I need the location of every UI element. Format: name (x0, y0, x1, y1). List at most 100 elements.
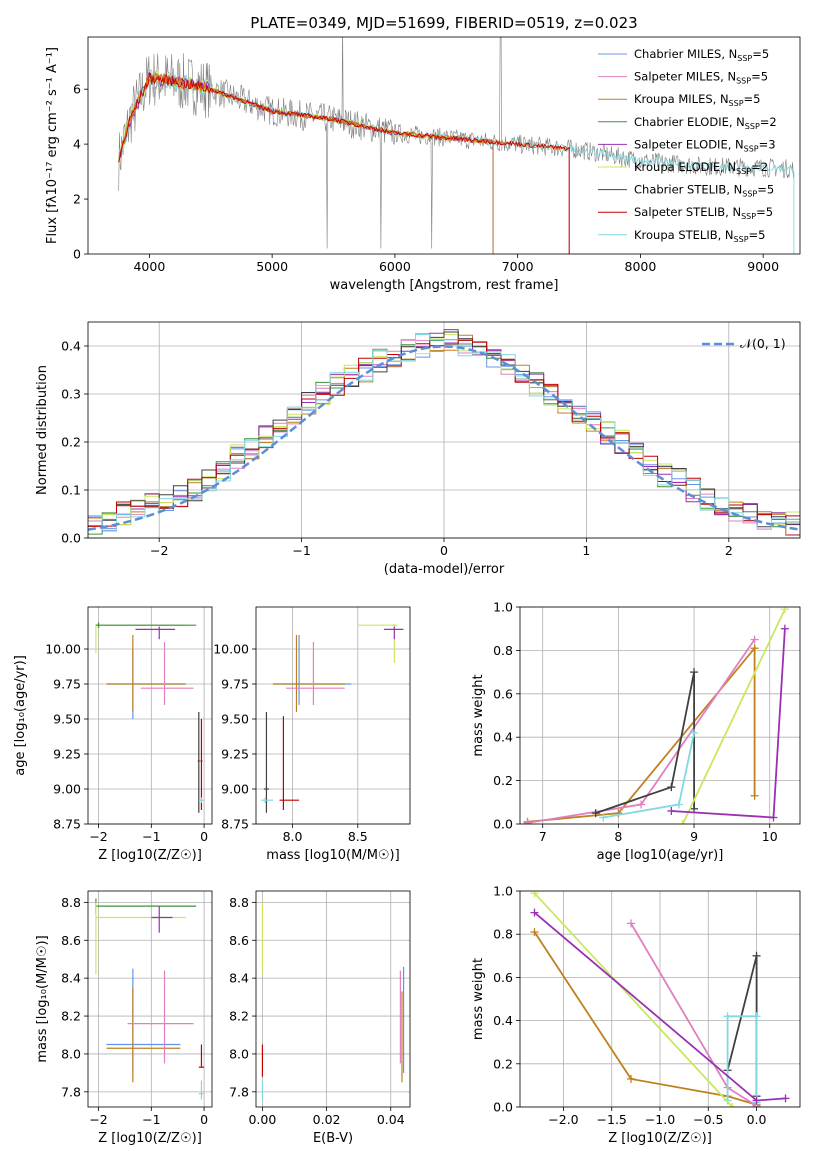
x-axis-label: wavelength [Angstrom, rest frame] (330, 278, 559, 293)
x-tick-label: −1.0 (645, 1112, 675, 1127)
model-spectrum-line (118, 70, 494, 254)
spectrum-legend: Chabrier MILES, NSSP=5 Salpeter MILES, NS… (598, 47, 777, 244)
y-tick-label: 0.4 (493, 1013, 513, 1028)
x-tick-label: 8000 (625, 259, 657, 274)
legend-label: Kroupa STELIB, NSSP=5 (634, 228, 765, 244)
model-spectrum-line (118, 72, 494, 254)
x-tick-label: −2.0 (548, 1112, 578, 1127)
legend-subscript: SSP (736, 77, 751, 86)
panel-weight_vs_Z: −2.0 −1.5 −1.0 −0.5 0.0 0.0 0.2 0.4 0.6 0.8 1.0 Z [… (471, 884, 801, 1146)
x-tick-label: 6000 (379, 259, 411, 274)
y-tick-label: 4 (73, 137, 81, 152)
x-axis-label: Z [log10(Z/Z☉)] (98, 1131, 202, 1146)
axes-frame (87, 890, 213, 1108)
plot-area (95, 622, 205, 813)
y-tick-label: 8.6 (229, 933, 249, 948)
plot-area (261, 623, 404, 813)
x-tick-label: −2 (89, 1112, 107, 1127)
x-tick-label: 8 (614, 829, 622, 844)
x-tick-label: −2 (89, 829, 107, 844)
legend-subscript: SSP (737, 54, 752, 63)
x-tick-label: 0.04 (377, 1112, 405, 1127)
x-tick-label: −0.5 (693, 1112, 723, 1127)
y-tick-label: 0.6 (493, 970, 513, 985)
legend-label: Chabrier STELIB, NSSP=5 (634, 183, 774, 199)
panel-mass_vs_ebv: 0.00 0.02 0.04 7.8 8.0 8.2 8.4 8.6 8.8 E(B-V) (229, 890, 411, 1146)
model-spectrum-line (118, 72, 570, 254)
x-tick-label: −1 (292, 543, 310, 558)
mass-weight-line (533, 931, 757, 1106)
legend-label: Kroupa ELODIE, NSSP=2 (634, 160, 768, 176)
x-tick-label: 0.02 (313, 1112, 341, 1127)
mass-weight-line (671, 628, 786, 819)
x-tick-label: 0.00 (248, 1112, 276, 1127)
y-tick-label: 0.4 (61, 339, 81, 354)
x-tick-label: 7000 (502, 259, 534, 274)
legend-subscript: SSP (745, 122, 760, 131)
y-tick-label: 0.2 (61, 435, 81, 450)
y-tick-label: 7.8 (61, 1084, 81, 1099)
x-tick-label: 10 (762, 829, 778, 844)
legend-value: =5 (744, 92, 761, 106)
plot-area (118, 37, 795, 254)
residual-histogram-step (88, 334, 800, 531)
y-axis-label: Normed distribution (35, 365, 50, 495)
mass-weight-line (527, 638, 756, 824)
y-tick-label: 2 (73, 192, 81, 207)
legend-label: Salpeter ELODIE, NSSP=3 (634, 137, 776, 153)
y-tick-label: 0.1 (61, 483, 81, 498)
y-tick-label: 1.0 (493, 884, 513, 899)
plot-area (261, 902, 405, 1100)
y-tick-label: 9.25 (221, 747, 249, 762)
y-axis-label: mass weight (471, 674, 486, 756)
x-tick-label: 2 (725, 543, 733, 558)
y-axis-label: age [log₁₀(age/yr)] (13, 655, 28, 776)
x-axis-label: Z [log10(Z/Z☉)] (608, 1131, 712, 1146)
y-tick-label: 0.3 (61, 387, 81, 402)
y-tick-label: 0.0 (493, 817, 513, 832)
legend-value: =2 (751, 160, 768, 174)
y-tick-label: 8.8 (229, 895, 249, 910)
x-tick-label: 5000 (256, 259, 288, 274)
y-tick-label: 8.8 (61, 895, 81, 910)
axes-frame (519, 606, 801, 825)
x-tick-label: 0 (440, 543, 448, 558)
x-tick-label: 8.5 (348, 829, 368, 844)
legend-subscript: SSP (729, 99, 744, 108)
x-axis-label: Z [log10(Z/Z☉)] (98, 848, 202, 863)
y-tick-label: 9.50 (53, 712, 81, 727)
legend-value: =5 (749, 228, 766, 242)
y-tick-label: 8.2 (229, 1009, 249, 1024)
x-tick-label: 9 (690, 829, 698, 844)
y-tick-label: 9.75 (221, 677, 249, 692)
y-tick-label: 0.4 (493, 730, 513, 745)
y-axis-label: mass [log₁₀(M/M☉)] (35, 935, 50, 1062)
legend-label: Chabrier ELODIE, NSSP=2 (634, 115, 777, 131)
y-tick-label: 9.50 (221, 712, 249, 727)
legend-value: =3 (759, 137, 776, 151)
legend-value: =5 (756, 205, 773, 219)
x-tick-label: 0 (200, 1112, 208, 1127)
legend-value: =5 (757, 183, 774, 197)
x-tick-label: −1 (142, 829, 160, 844)
mass-weight-line (533, 892, 734, 1107)
y-tick-label: 9.75 (53, 677, 81, 692)
legend-subscript: SSP (736, 167, 751, 176)
x-tick-label: 9000 (747, 259, 779, 274)
normal-legend-label: 𝒩(0, 1) (740, 336, 786, 351)
legend-label: Kroupa MILES, NSSP=5 (634, 92, 760, 108)
x-tick-label: 1 (582, 543, 590, 558)
y-tick-label: 0.6 (493, 686, 513, 701)
y-tick-label: 9.00 (53, 782, 81, 797)
y-tick-label: 0.0 (61, 531, 81, 546)
y-tick-label: 1.0 (493, 600, 513, 615)
panel-mass_vs_Z: −2 −1 0 7.8 8.0 8.2 8.4 8.6 8.8 Z [log10(Z/Z☉)] ma… (35, 890, 213, 1146)
figure-title: PLATE=0349, MJD=51699, FIBERID=0519, z=0… (250, 14, 637, 32)
y-tick-label: 10.00 (45, 642, 81, 657)
mass-weight-line (595, 671, 695, 814)
y-tick-label: 8.2 (61, 1009, 81, 1024)
mass-weight-line (527, 645, 756, 823)
y-axis-label: mass weight (471, 958, 486, 1040)
y-tick-label: 8.6 (61, 933, 81, 948)
y-tick-label: 7.8 (229, 1084, 249, 1099)
